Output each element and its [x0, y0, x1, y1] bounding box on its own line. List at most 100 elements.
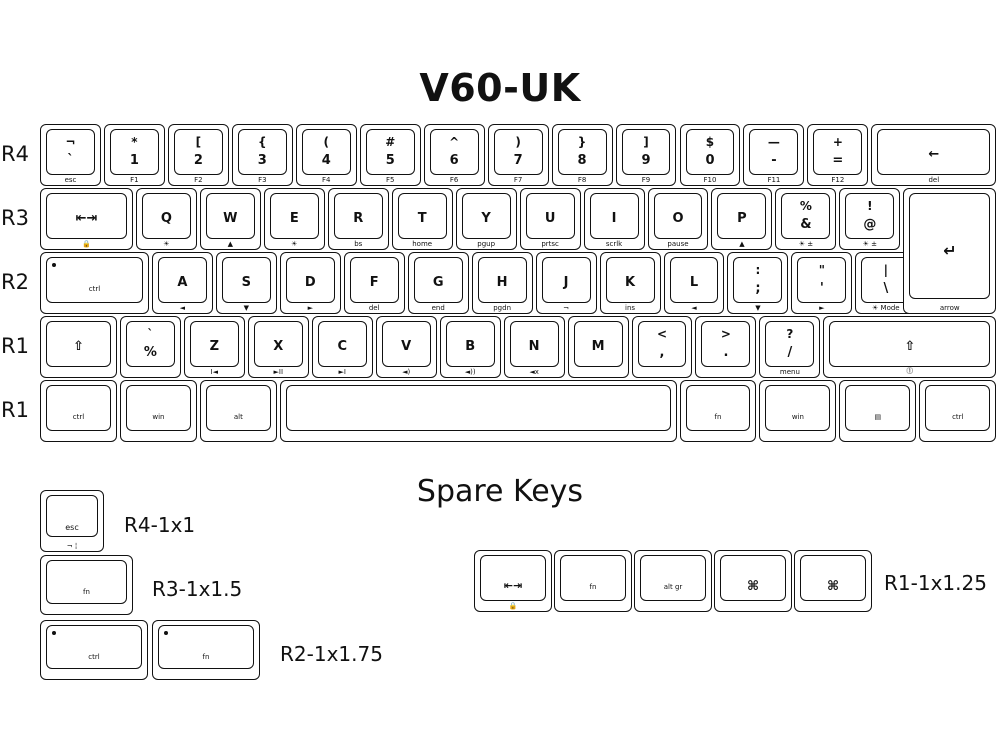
- right-ctrl-key[interactable]: ctrl: [919, 380, 997, 442]
- left-shift-key[interactable]: ⇧: [40, 316, 117, 378]
- spare-key-fn-r1[interactable]: fn: [554, 550, 632, 612]
- tab-key[interactable]: ⇤⇥ 🔒: [40, 188, 133, 250]
- key-r2-1[interactable]: A ◄: [151, 252, 213, 314]
- key-r1a-7-legend: N: [528, 339, 540, 354]
- key-r4-12-legend: =: [832, 153, 844, 168]
- key-r3-1-sub-legend: ☀: [163, 240, 170, 248]
- backspace-key[interactable]: ← del: [871, 124, 997, 186]
- key-r2-3[interactable]: D ►: [279, 252, 341, 314]
- key-r1a-1[interactable]: `%: [119, 316, 181, 378]
- key-r3-12-shift-legend: !: [867, 199, 873, 213]
- row-label-r1-upper: R1: [1, 334, 29, 358]
- key-r4-10[interactable]: $0 F10: [679, 124, 741, 186]
- left-win-key[interactable]: win: [119, 380, 197, 442]
- key-r3-6-sub-legend: pgup: [477, 240, 496, 248]
- key-r2-2[interactable]: S ▼: [215, 252, 277, 314]
- menu-key[interactable]: ▤: [839, 380, 917, 442]
- key-r4-0[interactable]: ¬ ` esc: [40, 124, 101, 186]
- key-r4-12-shift-legend: +: [832, 135, 843, 149]
- key-r4-12-sub-legend: F12: [831, 176, 845, 184]
- key-r3-10[interactable]: P ▲: [711, 188, 773, 250]
- key-r1a-11[interactable]: ? / menu: [759, 316, 821, 378]
- key-r4-7-legend: 7: [513, 153, 523, 168]
- enter-key[interactable]: ↵ arrow: [903, 188, 997, 314]
- left-alt-key[interactable]: alt: [199, 380, 277, 442]
- key-r1a-3[interactable]: X ►II: [247, 316, 309, 378]
- key-r3-1[interactable]: Q ☀: [135, 188, 197, 250]
- key-r2-7[interactable]: J ¬: [535, 252, 597, 314]
- enter-sub-legend: arrow: [939, 304, 960, 312]
- key-r4-6-legend: 6: [449, 153, 459, 168]
- spare-key-fn-r2[interactable]: fn: [152, 620, 260, 680]
- caps-ctrl-key-legend: ctrl: [88, 285, 101, 293]
- key-r4-8-sub-legend: F8: [577, 176, 587, 184]
- key-r4-5[interactable]: #5 F5: [359, 124, 421, 186]
- key-r2-11[interactable]: " ' ►: [791, 252, 853, 314]
- key-r2-10[interactable]: :; ▼: [727, 252, 789, 314]
- spare-key-cmd-1[interactable]: ⌘: [714, 550, 792, 612]
- row-label-r4: R4: [1, 142, 29, 166]
- key-r1a-5[interactable]: V ◄): [375, 316, 437, 378]
- key-r4-8[interactable]: } 8 F8: [551, 124, 613, 186]
- spare-key-esc[interactable]: esc ¬ ¦: [40, 490, 104, 552]
- key-r3-2[interactable]: W ▲: [199, 188, 261, 250]
- fn-key[interactable]: fn: [679, 380, 757, 442]
- right-shift-key[interactable]: ⇧ ⓵: [823, 316, 997, 378]
- right-win-key[interactable]: win: [759, 380, 837, 442]
- row-label-r3: R3: [1, 206, 29, 230]
- key-r4-2[interactable]: [2 F2: [167, 124, 229, 186]
- key-r1a-6[interactable]: B ◄)): [439, 316, 501, 378]
- key-r3-9-sub-legend: pause: [667, 240, 689, 248]
- key-r3-11-legend: &: [800, 217, 812, 232]
- key-r2-9[interactable]: L ◄: [663, 252, 725, 314]
- left-ctrl-key[interactable]: ctrl: [40, 380, 117, 442]
- key-r1a-2[interactable]: Z I◄: [183, 316, 245, 378]
- key-r2-8-legend: K: [624, 275, 636, 290]
- key-r1a-9[interactable]: <,: [631, 316, 693, 378]
- key-r1a-4[interactable]: C ►I: [311, 316, 373, 378]
- key-r1a-7[interactable]: N ◄x: [503, 316, 565, 378]
- key-r3-10-sub-legend: ▲: [739, 240, 745, 248]
- key-r3-3[interactable]: E ☀: [263, 188, 325, 250]
- key-r4-9-sub-legend: F9: [641, 176, 651, 184]
- key-r3-11[interactable]: % & ☀ ±: [775, 188, 837, 250]
- key-r4-7[interactable]: ) 7 F7: [487, 124, 549, 186]
- key-r4-1[interactable]: * 1 F1: [103, 124, 165, 186]
- key-r2-7-legend: J: [563, 275, 569, 290]
- key-r4-12[interactable]: + = F12: [807, 124, 869, 186]
- spare-key-tab[interactable]: ⇤⇥ 🔒: [474, 550, 552, 612]
- key-r4-11[interactable]: — - F11: [743, 124, 805, 186]
- key-r1a-10[interactable]: >.: [695, 316, 757, 378]
- caps-ctrl-key[interactable]: ctrl: [40, 252, 149, 314]
- key-r2-4-legend: F: [369, 275, 379, 290]
- backspace-key-sub-legend: del: [928, 176, 940, 184]
- spare-key-ctrl-r2[interactable]: ctrl: [40, 620, 148, 680]
- key-r4-6[interactable]: ^ 6 F6: [423, 124, 485, 186]
- key-r3-2-sub-legend: ▲: [227, 240, 234, 248]
- spare-key-cmd-2[interactable]: ⌘: [794, 550, 872, 612]
- menu-key-legend: ▤: [874, 413, 882, 421]
- key-r2-6-sub-legend: pgdn: [493, 304, 512, 312]
- key-r1a-8[interactable]: M: [567, 316, 629, 378]
- left-shift-key-legend: ⇧: [73, 339, 84, 354]
- key-r3-7-sub-legend: prtsc: [541, 240, 559, 248]
- key-r3-12[interactable]: ! @ ☀ ±: [839, 188, 901, 250]
- spare-key-fn-r3-legend: fn: [83, 588, 90, 596]
- spacebar[interactable]: [279, 380, 677, 442]
- spare-key-altgr[interactable]: alt gr: [634, 550, 712, 612]
- key-r4-4[interactable]: (4 F4: [295, 124, 357, 186]
- key-r4-1-shift-legend: *: [131, 135, 138, 149]
- spare-key-fn-r3[interactable]: fn: [40, 555, 133, 615]
- key-r4-9[interactable]: ] 9 F9: [615, 124, 677, 186]
- key-r4-3[interactable]: {3 F3: [231, 124, 293, 186]
